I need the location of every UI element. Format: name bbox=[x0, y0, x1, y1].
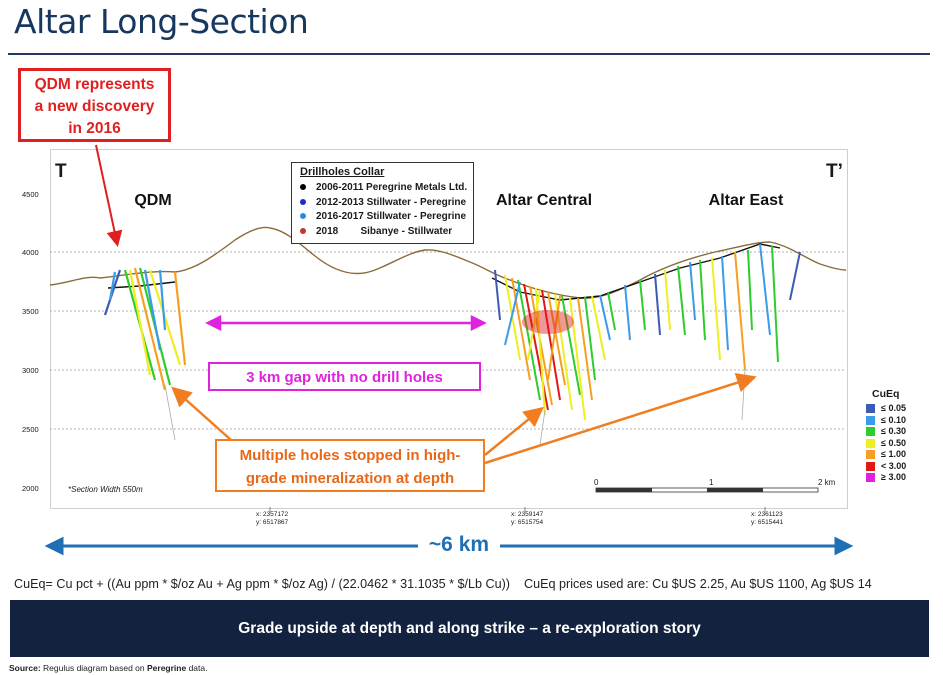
callout-line-1: QDM represents bbox=[34, 76, 155, 93]
legend-item-2018: 2018 Sibanye - Stillwater bbox=[300, 225, 473, 240]
cueq-item: ≤ 0.50 bbox=[866, 438, 926, 450]
swatch-icon bbox=[866, 438, 875, 448]
scale-start: 0 bbox=[594, 478, 599, 487]
title-divider bbox=[8, 53, 930, 55]
coordinate-label: x: 2359147 y: 6515754 bbox=[511, 511, 544, 526]
cueq-item: ≤ 0.05 bbox=[866, 403, 926, 415]
high-grade-zone-central bbox=[522, 310, 574, 334]
elev-tick: 2000 bbox=[22, 484, 39, 493]
collar-dot-icon bbox=[300, 213, 306, 220]
section-width-note: *Section Width 550m bbox=[68, 485, 143, 494]
cueq-item: ≤ 0.30 bbox=[866, 426, 926, 438]
callout-line-3: in 2016 bbox=[68, 120, 121, 137]
summary-banner: Grade upside at depth and along strike –… bbox=[10, 600, 929, 657]
swatch-icon bbox=[866, 415, 875, 425]
swatch-icon bbox=[866, 461, 875, 471]
cueq-item: ≤ 0.10 bbox=[866, 415, 926, 427]
distance-label: ~6 km bbox=[428, 533, 490, 556]
swatch-icon bbox=[866, 473, 875, 483]
stopped-holes-note: Multiple holes stopped in high- grade mi… bbox=[215, 439, 485, 492]
scale-mid: 1 bbox=[709, 478, 714, 487]
collar-dot-icon bbox=[300, 198, 306, 205]
coordinate-ticks bbox=[269, 507, 766, 512]
scale-end: 2 km bbox=[818, 478, 836, 487]
elev-tick: 3500 bbox=[22, 307, 39, 316]
drillholes-legend-title: Drillholes Collar bbox=[300, 166, 385, 178]
callout-line-2: a new discovery bbox=[34, 98, 155, 115]
cueq-formula: CuEq= Cu pct + ((Au ppm * $/oz Au + Ag p… bbox=[14, 577, 872, 591]
legend-item-2012: 2012-2013 Stillwater - Peregrine bbox=[300, 196, 473, 211]
section-end-left: T bbox=[55, 161, 67, 182]
distance-arrow bbox=[44, 536, 854, 556]
swatch-icon bbox=[866, 404, 875, 414]
gap-arrow bbox=[205, 314, 487, 332]
coordinate-label: x: 2357172 y: 6517867 bbox=[256, 511, 289, 526]
collar-line-qdm bbox=[107, 281, 176, 289]
qdm-discovery-callout: QDM represents a new discovery in 2016 bbox=[18, 68, 171, 142]
drillholes-qdm bbox=[103, 267, 187, 441]
swatch-icon bbox=[866, 427, 875, 437]
cueq-legend-title: CuEq bbox=[872, 388, 900, 400]
qdm-callout-arrow bbox=[95, 144, 123, 247]
gap-note: 3 km gap with no drill holes bbox=[208, 362, 481, 391]
stopped-holes-arrows bbox=[171, 373, 757, 465]
elev-tick: 2500 bbox=[22, 425, 39, 434]
cueq-item: ≥ 3.00 bbox=[866, 472, 926, 484]
cueq-legend: CuEq ≤ 0.05 ≤ 0.10 ≤ 0.30 ≤ 0.50 ≤ 1.00 … bbox=[866, 388, 926, 484]
stopped-note-line-1: Multiple holes stopped in high- bbox=[239, 447, 461, 464]
collar-dot-icon bbox=[300, 184, 306, 191]
page-title: Altar Long-Section bbox=[14, 2, 309, 41]
coordinate-label: x: 2361123 y: 6515441 bbox=[751, 511, 784, 526]
drillholes-legend: Drillholes Collar 2006-2011 Peregrine Me… bbox=[291, 162, 474, 244]
cueq-item: < 3.00 bbox=[866, 461, 926, 473]
elev-tick: 4500 bbox=[22, 190, 39, 199]
source-note: Source: Regulus diagram based on Peregri… bbox=[9, 663, 208, 673]
cueq-item: ≤ 1.00 bbox=[866, 449, 926, 461]
drillholes-east bbox=[624, 243, 801, 421]
swatch-icon bbox=[866, 450, 875, 460]
label-qdm: QDM bbox=[124, 192, 182, 210]
section-end-right: T’ bbox=[826, 161, 843, 182]
label-altar-central: Altar Central bbox=[486, 192, 602, 210]
elev-tick: 3000 bbox=[22, 366, 39, 375]
scale-bar bbox=[595, 487, 819, 493]
label-altar-east: Altar East bbox=[700, 192, 792, 210]
collar-dot-icon bbox=[300, 227, 306, 234]
drillholes-central bbox=[494, 269, 616, 446]
stopped-note-line-2: grade mineralization at depth bbox=[245, 470, 455, 487]
topography-line bbox=[49, 226, 847, 299]
legend-item-2006: 2006-2011 Peregrine Metals Ltd. bbox=[300, 181, 473, 196]
elev-tick: 4000 bbox=[22, 248, 39, 257]
legend-item-2016: 2016-2017 Stillwater - Peregrine bbox=[300, 210, 473, 225]
